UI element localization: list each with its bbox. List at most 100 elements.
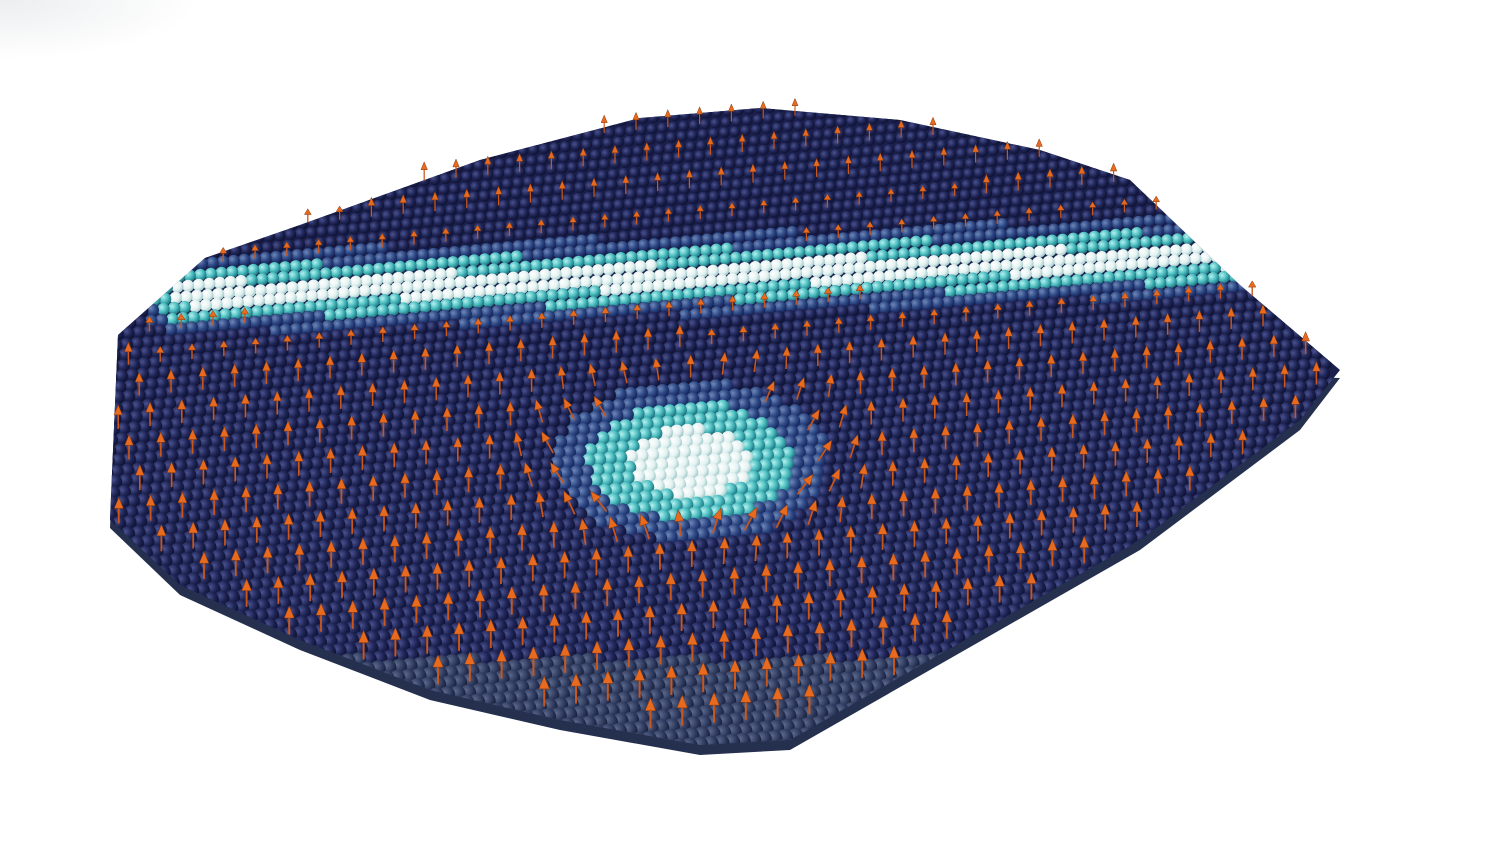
lattice-sphere — [1136, 131, 1147, 143]
lattice-sphere — [252, 231, 265, 244]
lattice-sphere — [1067, 108, 1078, 118]
lattice-sphere — [726, 147, 738, 159]
lattice-sphere — [715, 274, 728, 287]
lattice-sphere — [1058, 222, 1071, 235]
lattice-sphere — [445, 330, 459, 343]
lattice-sphere — [1042, 381, 1057, 395]
lattice-sphere — [703, 286, 716, 299]
lattice-sphere — [569, 277, 582, 290]
lattice-sphere — [729, 126, 741, 137]
lattice-sphere — [915, 267, 928, 280]
lattice-sphere — [892, 341, 906, 355]
lattice-sphere — [562, 319, 575, 333]
lattice-sphere — [894, 206, 906, 218]
lattice-sphere — [735, 220, 747, 232]
lattice-sphere — [922, 287, 935, 300]
lattice-sphere — [624, 386, 638, 401]
lattice-sphere — [991, 312, 1005, 325]
lattice-sphere — [1281, 265, 1294, 278]
lattice-sphere — [783, 372, 797, 386]
lattice-sphere — [945, 148, 957, 160]
lattice-sphere — [155, 125, 166, 137]
lattice-sphere — [565, 109, 576, 121]
lattice-sphere — [710, 369, 724, 383]
lattice-sphere — [178, 238, 191, 251]
lattice-sphere — [881, 280, 895, 293]
lattice-sphere — [1278, 537, 1293, 553]
lattice-sphere — [754, 108, 765, 114]
lattice-sphere — [201, 163, 213, 175]
lattice-sphere — [492, 108, 504, 116]
lattice-sphere — [363, 127, 375, 139]
lattice-sphere — [848, 168, 860, 180]
lattice-sphere — [574, 307, 587, 320]
lattice-sphere — [643, 207, 655, 220]
lattice-sphere — [607, 108, 619, 117]
lattice-sphere — [590, 212, 602, 224]
lattice-sphere — [388, 293, 402, 306]
lattice-sphere — [254, 347, 268, 360]
lattice-sphere — [798, 277, 812, 290]
lattice-sphere — [598, 158, 610, 170]
lattice-sphere — [747, 396, 762, 411]
lattice-sphere — [673, 215, 685, 227]
lattice-sphere — [477, 327, 490, 340]
lattice-sphere — [1229, 134, 1241, 146]
lattice-sphere — [110, 171, 117, 183]
lattice-sphere — [210, 360, 224, 374]
lattice-sphere — [1002, 311, 1015, 324]
lattice-sphere — [675, 393, 689, 407]
lattice-sphere — [623, 324, 637, 337]
lattice-sphere — [386, 177, 398, 189]
lattice-sphere — [1021, 132, 1033, 143]
lattice-sphere — [735, 346, 749, 359]
lattice-sphere — [367, 357, 381, 371]
lattice-sphere — [1003, 112, 1015, 124]
lattice-sphere — [883, 332, 897, 346]
lattice-sphere — [468, 254, 481, 267]
lattice-sphere — [1311, 462, 1326, 477]
lattice-sphere — [698, 317, 711, 331]
lattice-sphere — [607, 231, 620, 244]
lattice-sphere — [901, 352, 915, 365]
lattice-sphere — [777, 91, 787, 101]
lattice-sphere — [259, 126, 271, 137]
lattice-sphere — [602, 388, 617, 402]
lattice-sphere — [657, 122, 668, 134]
lattice-sphere — [515, 219, 528, 231]
lattice-sphere — [1030, 204, 1042, 216]
lattice-sphere — [270, 376, 284, 390]
lattice-sphere — [1299, 536, 1315, 551]
lattice-sphere — [175, 385, 189, 399]
lattice-sphere — [1260, 267, 1273, 280]
lattice-sphere — [885, 258, 898, 271]
lattice-sphere — [180, 228, 192, 240]
lattice-sphere — [556, 108, 567, 111]
lattice-sphere — [408, 175, 420, 187]
lattice-sphere — [1247, 216, 1260, 229]
lattice-sphere — [141, 336, 155, 349]
lattice-sphere — [843, 325, 856, 339]
lattice-sphere — [1182, 169, 1194, 181]
lattice-sphere — [1217, 208, 1230, 220]
lattice-sphere — [1271, 392, 1285, 406]
lattice-sphere — [173, 270, 186, 283]
lattice-sphere — [614, 189, 627, 201]
lattice-sphere — [206, 131, 218, 142]
lattice-sphere — [220, 171, 232, 183]
lattice-sphere — [676, 256, 689, 269]
lattice-sphere — [1260, 518, 1276, 534]
lattice-sphere — [533, 112, 544, 124]
lattice-sphere — [829, 96, 839, 106]
lattice-sphere — [546, 226, 558, 238]
lattice-sphere — [240, 243, 253, 256]
lattice-sphere — [1295, 431, 1310, 446]
lattice-sphere — [818, 223, 830, 235]
lattice-sphere — [1258, 466, 1273, 481]
lattice-sphere — [241, 108, 253, 118]
lattice-sphere — [593, 379, 608, 393]
lattice-sphere — [706, 202, 719, 214]
lattice-sphere — [432, 278, 446, 291]
lattice-sphere — [120, 275, 133, 288]
lattice-sphere — [1157, 192, 1169, 205]
